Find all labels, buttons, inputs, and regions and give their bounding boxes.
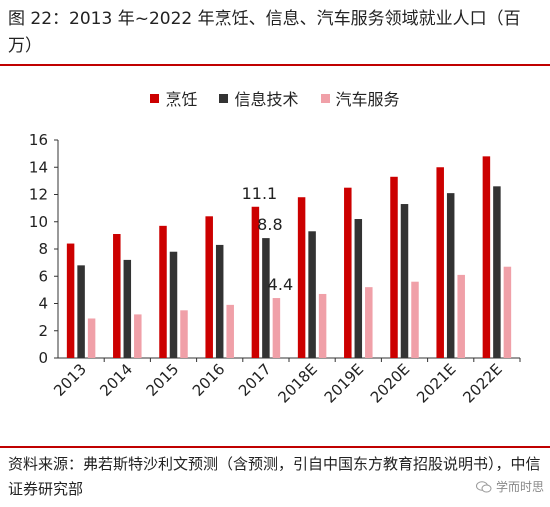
bar-it-2017 [262,238,270,358]
data-label: 8.8 [257,215,282,234]
bar-cooking-2015 [159,225,167,358]
x-tick-label: 2019E [321,360,367,406]
y-tick-label: 10 [29,213,48,231]
bar-it-2016 [215,244,224,358]
bar-cooking-2018E [297,197,306,358]
bar-cooking-2019E [344,187,352,358]
bar-auto-2015 [180,310,188,358]
bar-auto-2016 [226,304,234,358]
bar-cooking-2022E [482,156,491,358]
source-divider [0,446,550,448]
legend-label-it: 信息技术 [234,90,299,109]
bar-auto-2019E [365,287,373,358]
legend-label-auto: 汽车服务 [335,90,400,109]
bar-cooking-2016 [205,216,213,358]
bar-auto-2014 [134,314,142,358]
legend-swatch-it [219,93,229,103]
bar-it-2014 [123,259,132,358]
data-label: 4.4 [268,275,293,294]
y-tick-label: 12 [29,186,48,204]
y-tick-label: 0 [38,349,48,367]
x-tick-label: 2021E [413,360,459,406]
watermark-text: 学而时思 [495,480,544,494]
y-tick-label: 2 [38,322,48,340]
bar-it-2021E [446,193,455,358]
bar-auto-2018E [318,293,327,358]
legend-item-auto: 汽车服务 [320,86,400,110]
title-divider [0,64,550,66]
wechat-icon [475,480,492,492]
legend-swatch-cooking [150,93,160,103]
bar-auto-2013 [87,318,96,358]
bar-it-2022E [493,186,501,358]
legend-item-cooking: 烹饪 [150,86,197,110]
bar-auto-2020E [411,281,419,358]
x-tick-label: 2020E [367,360,413,406]
bar-it-2018E [308,231,316,358]
x-tick-label: 2018E [275,360,321,406]
bar-it-2015 [169,251,178,358]
bar-it-2013 [77,265,85,358]
bar-auto-2022E [503,266,512,358]
legend: 烹饪 信息技术 汽车服务 [0,86,550,110]
legend-label-cooking: 烹饪 [165,90,198,109]
x-tick-label: 2013 [50,360,90,400]
bar-cooking-2021E [436,167,444,358]
bar-cooking-2017 [251,206,260,358]
y-tick-label: 8 [38,240,48,258]
x-tick-label: 2017 [235,360,275,400]
bar-it-2020E [400,204,409,358]
x-tick-label: 2016 [189,360,229,400]
bar-auto-2021E [457,274,465,358]
x-tick-label: 2022E [459,360,505,406]
y-tick-label: 6 [38,267,48,285]
bar-cooking-2013 [66,243,75,358]
source-note: 资料来源：弗若斯特沙利文预测（含预测，引自中国东方教育招股说明书），中信证券研究… [8,455,541,498]
x-tick-label: 2014 [96,360,136,400]
chart-title: 图 22：2013 年~2022 年烹饪、信息、汽车服务领域就业人口（百万） [8,9,521,56]
x-tick-label: 2015 [143,360,183,400]
watermark: 学而时思 [475,478,544,495]
bar-cooking-2020E [390,176,398,358]
data-label: 11.1 [242,184,278,203]
legend-swatch-auto [320,93,330,103]
y-tick-label: 4 [38,295,48,313]
y-tick-label: 16 [29,131,48,149]
y-tick-label: 14 [29,158,48,176]
bar-auto-2017 [272,298,281,358]
bar-it-2019E [354,219,363,358]
legend-item-it: 信息技术 [219,86,299,110]
bar-cooking-2014 [113,234,121,358]
